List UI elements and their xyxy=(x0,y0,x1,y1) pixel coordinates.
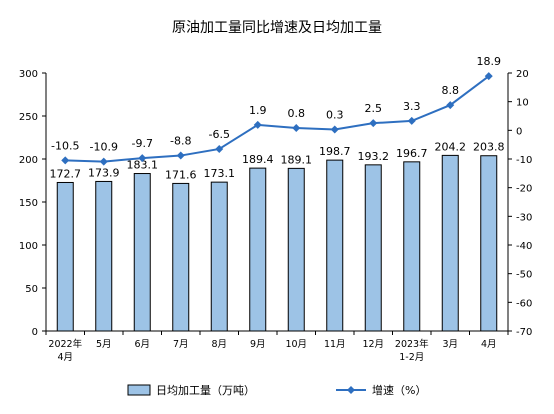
bar-data-label: 189.4 xyxy=(242,153,274,166)
x-tick-label: 12月 xyxy=(362,339,384,350)
bar-data-label: 204.2 xyxy=(435,140,467,153)
left-tick-label: 50 xyxy=(25,284,38,295)
right-tick-label: -30 xyxy=(516,212,532,223)
growth-series-line xyxy=(65,75,490,163)
growth-data-label: -10.9 xyxy=(90,141,118,154)
growth-point xyxy=(61,156,70,165)
growth-data-label: 0.8 xyxy=(288,107,306,120)
bar xyxy=(364,164,382,332)
left-tick-label: 150 xyxy=(19,198,38,209)
x-tick-label: 3月 xyxy=(442,339,458,350)
bar-data-label: 173.1 xyxy=(204,167,236,180)
x-tick-label: 4月 xyxy=(57,352,73,363)
x-tick-label: 8月 xyxy=(211,339,227,350)
right-tick-label: 10 xyxy=(516,98,529,109)
bar xyxy=(403,161,421,332)
x-tick-label: 4月 xyxy=(481,339,497,350)
bar-data-label: 172.7 xyxy=(50,167,82,180)
bar-data-label: 196.7 xyxy=(396,147,428,160)
x-tick-label: 7月 xyxy=(173,339,189,350)
growth-point xyxy=(99,157,108,166)
growth-point xyxy=(369,119,378,128)
right-tick-label: 20 xyxy=(516,69,529,80)
left-tick-label: 100 xyxy=(19,241,38,252)
x-tick-label: 2023年 xyxy=(395,338,429,350)
bar xyxy=(56,181,74,332)
left-tick-label: 0 xyxy=(32,327,38,338)
bar xyxy=(210,181,228,332)
growth-data-label: -9.7 xyxy=(132,137,153,150)
legend-line-marker xyxy=(347,386,355,394)
right-tick-label: -50 xyxy=(516,270,532,281)
growth-point xyxy=(292,124,301,133)
legend-bar-swatch xyxy=(127,384,151,396)
growth-point xyxy=(138,154,147,163)
bar xyxy=(95,180,113,332)
growth-data-label: 18.9 xyxy=(477,55,502,68)
growth-data-label: 8.8 xyxy=(442,84,460,97)
bar xyxy=(287,167,305,332)
growth-data-label: 1.9 xyxy=(249,104,267,117)
x-tick-label: 10月 xyxy=(285,339,307,350)
growth-point xyxy=(253,120,262,129)
growth-point xyxy=(484,72,493,81)
bar xyxy=(172,182,190,332)
bar-data-label: 198.7 xyxy=(319,145,351,158)
growth-point xyxy=(330,125,339,134)
bar-data-label: 183.1 xyxy=(127,159,159,172)
right-tick-label: 0 xyxy=(516,126,522,137)
right-tick-label: -60 xyxy=(516,298,532,309)
bar xyxy=(249,167,267,332)
x-tick-label: 11月 xyxy=(324,339,346,350)
growth-point xyxy=(215,144,224,153)
growth-data-label: -6.5 xyxy=(209,128,230,141)
bar-data-label: 189.1 xyxy=(281,153,313,166)
x-tick-label: 5月 xyxy=(96,339,112,350)
x-tick-label: 6月 xyxy=(134,339,150,350)
growth-data-label: 2.5 xyxy=(365,102,383,115)
bar xyxy=(326,159,344,332)
left-tick-label: 250 xyxy=(19,112,38,123)
growth-data-label: -10.5 xyxy=(51,139,79,152)
growth-point xyxy=(176,151,185,160)
growth-point xyxy=(446,101,455,110)
left-tick-label: 300 xyxy=(19,69,38,80)
bar xyxy=(133,173,151,332)
bar-data-label: 203.8 xyxy=(473,141,505,154)
bar xyxy=(480,155,498,332)
growth-data-label: -8.8 xyxy=(170,135,191,148)
bar xyxy=(441,154,459,332)
bar-data-label: 193.2 xyxy=(358,150,390,163)
growth-data-label: 0.3 xyxy=(326,108,344,121)
bar-data-label: 171.6 xyxy=(165,168,197,181)
x-tick-label: 9月 xyxy=(250,339,266,350)
legend-line-label: 增速（%） xyxy=(372,383,426,397)
right-tick-label: -40 xyxy=(516,241,532,252)
growth-point xyxy=(407,116,416,125)
growth-data-label: 3.3 xyxy=(403,100,421,113)
x-tick-label: 1-2月 xyxy=(399,352,424,363)
left-tick-label: 200 xyxy=(19,155,38,166)
bar-data-label: 173.9 xyxy=(88,166,120,179)
chart-title: 原油加工量同比增速及日均加工量 xyxy=(172,20,382,36)
legend-bar-label: 日均加工量（万吨） xyxy=(156,384,255,397)
right-tick-label: -10 xyxy=(516,155,532,166)
x-tick-label: 2022年 xyxy=(48,338,82,350)
right-tick-label: -70 xyxy=(516,327,532,338)
right-tick-label: -20 xyxy=(516,184,532,195)
